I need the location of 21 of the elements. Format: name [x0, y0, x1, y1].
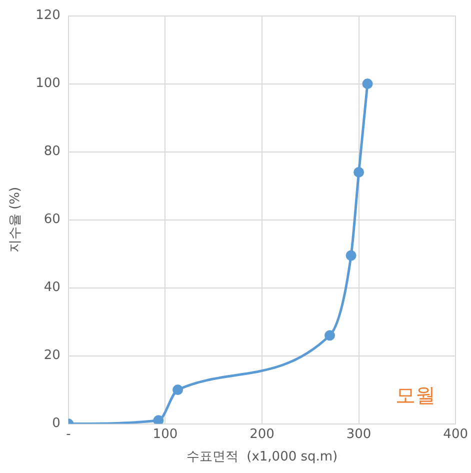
- x-tick-label: 300: [346, 426, 372, 442]
- y-tick-label: 40: [44, 280, 60, 296]
- y-tick-label: 100: [36, 76, 60, 92]
- y-tick-label: 20: [44, 348, 60, 364]
- y-tick-label: 0: [52, 416, 60, 432]
- point: [324, 330, 336, 341]
- x-tick-label: -: [66, 426, 72, 442]
- x-tick-label: 200: [250, 426, 274, 442]
- x-tick-label: 400: [443, 426, 468, 442]
- y-tick-label: 60: [44, 212, 60, 228]
- point: [172, 384, 184, 396]
- y-axis-title: 지수율 (%): [8, 186, 24, 253]
- point: [362, 78, 373, 90]
- x-tick-label: 100: [152, 426, 178, 442]
- point: [153, 415, 164, 424]
- x-axis-title: 수표면적 (x1,000 sq.m): [186, 450, 338, 465]
- y-tick-label: 80: [44, 144, 60, 160]
- annotation: 모월: [396, 382, 436, 407]
- point: [354, 166, 364, 178]
- y-tick-label: 120: [36, 8, 60, 24]
- point: [346, 250, 356, 261]
